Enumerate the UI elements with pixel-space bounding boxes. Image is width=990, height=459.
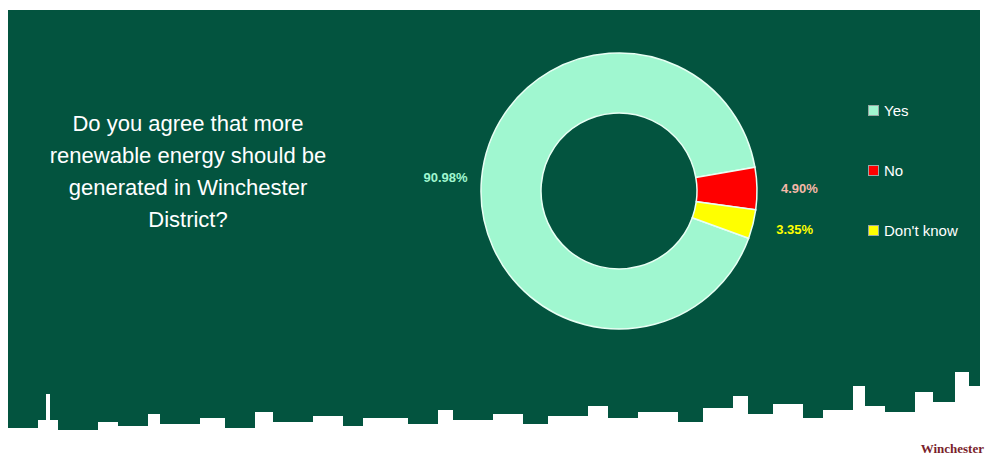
html-text:No: No bbox=[884, 161, 904, 179]
svg-text:3.35%: 3.35% bbox=[776, 222, 813, 237]
svg-text:90.98%: 90.98% bbox=[423, 170, 468, 185]
html-text:Don't know: Don't know bbox=[884, 221, 958, 239]
html-text:Yes: Yes bbox=[884, 101, 909, 119]
html-text:Do you agree that more renewab: Do you agree that more renewable energy … bbox=[49, 111, 327, 232]
html-text:Winchester: Winchester bbox=[920, 441, 984, 456]
svg-text:4.90%: 4.90% bbox=[781, 181, 818, 196]
